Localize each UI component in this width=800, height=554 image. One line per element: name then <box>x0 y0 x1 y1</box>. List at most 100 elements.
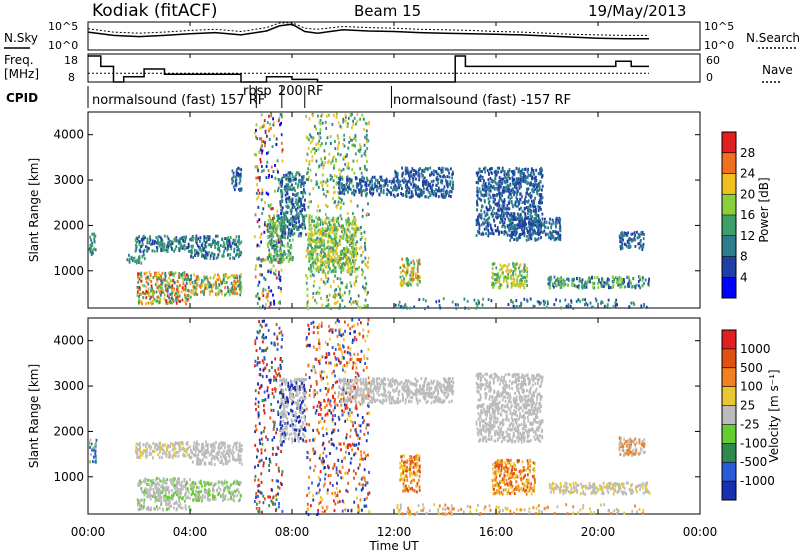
range-gate-cell <box>594 297 597 301</box>
range-gate-cell <box>192 256 194 259</box>
range-gate-cell <box>353 188 355 192</box>
range-gate-cell <box>168 281 171 285</box>
range-gate-cell <box>196 283 199 287</box>
range-gate-cell <box>285 200 288 204</box>
range-gate-cell <box>523 263 526 267</box>
range-gate-cell <box>512 277 515 281</box>
range-gate-cell <box>260 240 262 244</box>
range-gate-cell <box>89 244 92 247</box>
range-gate-cell <box>281 199 284 203</box>
range-gate-cell <box>538 182 540 186</box>
range-gate-cell <box>548 282 551 286</box>
range-gate-cell <box>290 209 293 213</box>
range-gate-cell <box>218 249 221 252</box>
range-gate-cell <box>338 224 341 228</box>
range-gate-cell <box>151 302 153 306</box>
range-gate-cell <box>158 288 161 292</box>
range-gate-cell <box>153 290 156 294</box>
range-gate-cell <box>515 228 518 232</box>
range-gate-cell <box>310 243 312 246</box>
range-gate-cell <box>531 199 533 203</box>
range-gate-cell <box>161 282 163 286</box>
range-gate-cell <box>239 281 242 285</box>
range-gate-cell <box>267 285 270 289</box>
range-gate-cell <box>167 301 170 305</box>
range-gate-cell <box>365 182 368 185</box>
range-gate-cell <box>295 210 298 214</box>
range-gate-cell <box>309 274 312 278</box>
range-gate-cell <box>360 232 363 235</box>
range-gate-cell <box>348 270 351 274</box>
range-gate-cell <box>322 242 324 245</box>
range-gate-cell <box>506 265 509 269</box>
range-gate-cell <box>498 192 501 196</box>
range-gate-cell <box>306 303 309 307</box>
range-gate-cell <box>146 447 148 451</box>
range-gate-cell <box>354 189 357 193</box>
range-gate-cell <box>334 266 337 270</box>
range-gate-cell <box>192 235 194 238</box>
range-gate-cell <box>329 267 331 271</box>
range-gate-cell <box>534 196 536 200</box>
range-gate-cell <box>196 278 198 282</box>
range-gate-cell <box>185 302 187 306</box>
range-gate-cell <box>476 201 478 204</box>
range-gate-cell <box>435 183 438 187</box>
range-gate-cell <box>523 230 525 234</box>
range-gate-cell <box>367 179 370 183</box>
range-gate-cell <box>423 187 425 191</box>
range-gate-cell <box>287 188 289 192</box>
range-gate-cell <box>234 179 237 183</box>
range-gate-cell <box>506 224 509 228</box>
range-gate-cell <box>562 284 565 288</box>
range-gate-cell <box>321 263 324 267</box>
range-gate-cell <box>270 289 273 293</box>
range-gate-cell <box>337 261 339 264</box>
range-gate-cell <box>500 283 503 287</box>
range-gate-cell <box>617 280 620 284</box>
range-gate-cell <box>496 208 499 212</box>
range-gate-cell <box>270 260 273 264</box>
range-gate-cell <box>518 170 521 174</box>
range-gate-cell <box>280 287 282 291</box>
range-gate-cell <box>412 180 414 184</box>
range-gate-cell <box>324 229 327 232</box>
range-gate-cell <box>141 239 144 243</box>
range-gate-cell <box>331 122 334 126</box>
range-gate-cell <box>275 137 278 141</box>
range-gate-cell <box>406 182 408 186</box>
range-gate-cell <box>201 284 203 288</box>
range-gate-cell <box>189 238 191 242</box>
range-gate-cell <box>442 175 444 179</box>
range-gate-cell <box>360 245 363 249</box>
range-gate-cell <box>167 241 170 245</box>
range-gate-cell <box>272 121 275 125</box>
range-gate-cell <box>455 306 458 310</box>
range-gate-cell <box>260 160 262 164</box>
range-gate-cell <box>291 256 294 260</box>
range-gate-cell <box>562 278 565 282</box>
range-gate-cell <box>498 209 500 213</box>
range-gate-cell <box>521 175 524 179</box>
range-gate-cell <box>521 279 523 283</box>
range-gate-cell <box>287 183 290 187</box>
range-gate-cell <box>448 171 450 175</box>
range-gate-cell <box>571 281 573 285</box>
range-gate-cell <box>194 237 197 241</box>
power-colorbar-tick-label: 16 <box>740 208 755 222</box>
range-gate-cell <box>317 259 320 263</box>
range-gate-cell <box>273 271 275 275</box>
range-gate-cell <box>308 227 311 231</box>
range-gate-cell <box>191 238 194 241</box>
range-gate-cell <box>374 185 376 189</box>
range-gate-cell <box>534 238 537 242</box>
freq-tick-top: 18 <box>64 54 78 67</box>
range-gate-cell <box>555 279 557 283</box>
range-gate-cell <box>307 267 310 271</box>
range-gate-cell <box>230 289 232 293</box>
range-gate-cell <box>374 182 376 186</box>
range-gate-cell <box>205 236 208 240</box>
range-gate-cell <box>255 191 258 195</box>
range-gate-cell <box>196 254 199 257</box>
range-gate-cell <box>412 173 415 176</box>
